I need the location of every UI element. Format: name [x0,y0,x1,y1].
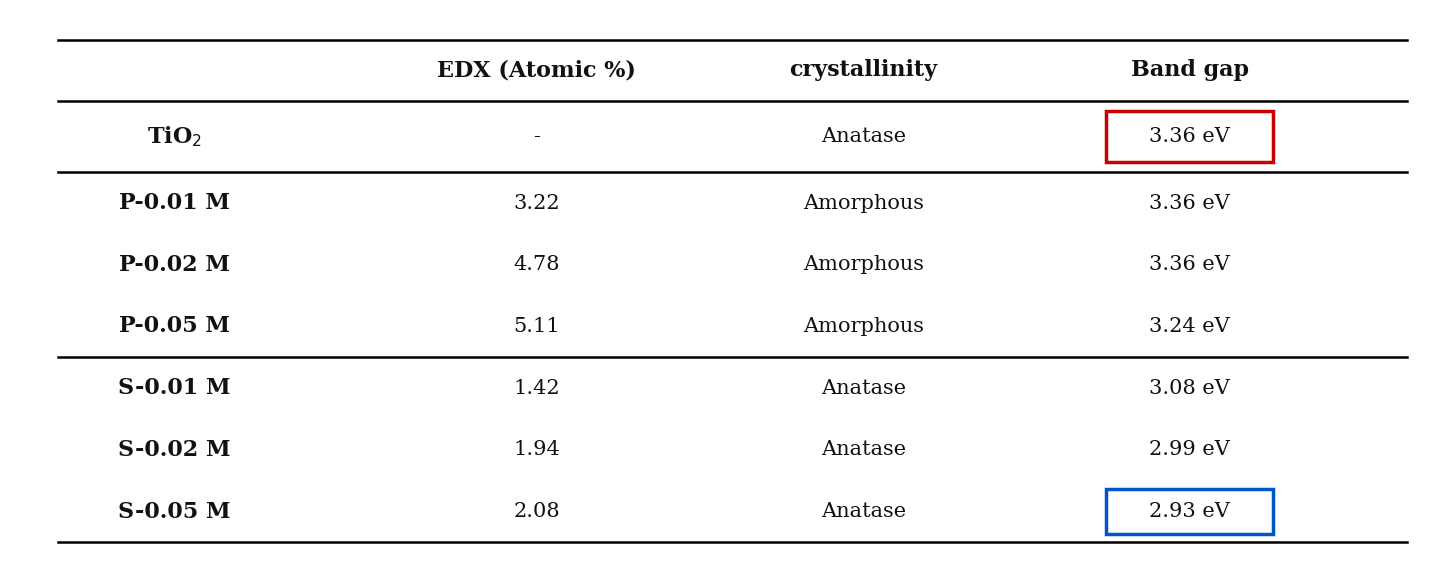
Text: -: - [534,127,540,146]
Text: crystallinity: crystallinity [789,59,937,81]
Text: 2.08: 2.08 [514,502,560,521]
Text: 1.94: 1.94 [514,440,560,459]
Text: EDX (Atomic %): EDX (Atomic %) [437,59,637,81]
Text: Amorphous: Amorphous [802,194,924,212]
Text: P-0.02 M: P-0.02 M [119,254,229,276]
Text: P-0.05 M: P-0.05 M [119,315,229,337]
Text: 3.36 eV: 3.36 eV [1149,127,1230,146]
Text: 2.99 eV: 2.99 eV [1149,440,1230,459]
Text: 5.11: 5.11 [514,317,560,336]
Text: Anatase: Anatase [821,502,905,521]
Text: S-0.05 M: S-0.05 M [118,501,231,523]
Text: Band gap: Band gap [1130,59,1249,81]
Text: Amorphous: Amorphous [802,255,924,274]
Text: 3.08 eV: 3.08 eV [1149,379,1230,398]
Text: Amorphous: Amorphous [802,317,924,336]
Text: Anatase: Anatase [821,440,905,459]
Text: S-0.01 M: S-0.01 M [118,377,231,399]
Text: 4.78: 4.78 [514,255,560,274]
Text: P-0.01 M: P-0.01 M [119,192,229,214]
Text: 1.42: 1.42 [514,379,560,398]
Text: S-0.02 M: S-0.02 M [118,439,231,461]
Text: TiO$_2$: TiO$_2$ [147,124,202,149]
Text: 2.93 eV: 2.93 eV [1149,502,1230,521]
Text: 3.36 eV: 3.36 eV [1149,255,1230,274]
Text: 3.24 eV: 3.24 eV [1149,317,1230,336]
Text: Anatase: Anatase [821,127,905,146]
Text: 3.36 eV: 3.36 eV [1149,194,1230,212]
Text: 3.22: 3.22 [514,194,560,212]
Text: Anatase: Anatase [821,379,905,398]
